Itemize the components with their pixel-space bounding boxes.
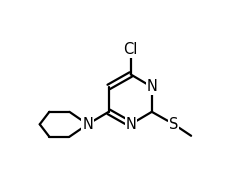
Text: N: N [125, 117, 136, 132]
Text: Cl: Cl [124, 42, 138, 57]
Text: S: S [169, 117, 178, 132]
Text: N: N [82, 117, 93, 132]
Text: N: N [146, 79, 157, 94]
